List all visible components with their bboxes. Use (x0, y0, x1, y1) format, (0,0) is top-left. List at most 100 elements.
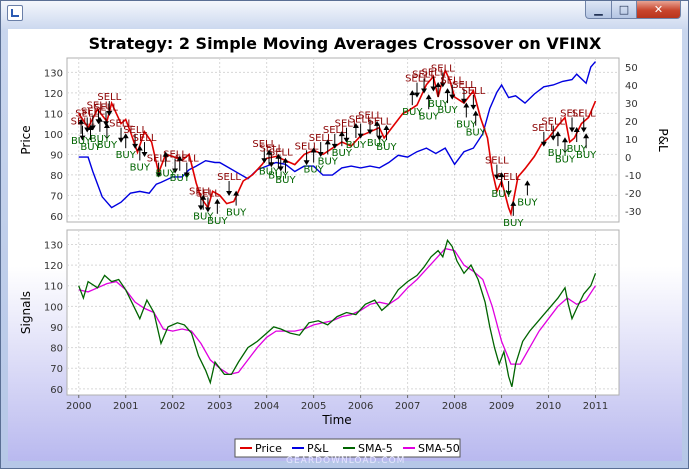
chart-canvas: Strategy: 2 Simple Moving Averages Cross… (19, 34, 670, 458)
buy-arrowhead (78, 118, 85, 124)
buy-arrowhead (498, 172, 505, 178)
buy-signal-label: BUY (548, 148, 569, 159)
x-tick-label: 2010 (536, 401, 561, 412)
signals-y-tick-label: 100 (44, 302, 63, 313)
buy-arrowhead (352, 122, 359, 128)
close-button[interactable]: ✕ (636, 1, 681, 19)
buy-signal-label: BUY (517, 197, 538, 208)
buy-arrowhead (266, 149, 273, 155)
signals-plot-area: 60 70 80 90 100 110 120 130 Signals 2000 2001 2002 2… (19, 229, 620, 427)
sell-signal-label: SELL (133, 133, 157, 144)
pnl-y-tick-label: 50 (625, 63, 638, 74)
x-tick-label: 2001 (113, 401, 138, 412)
buy-arrowhead (383, 125, 390, 130)
sell-arrowhead (421, 88, 428, 94)
sma50-line (78, 247, 597, 376)
buy-signal-label: BUY (71, 136, 92, 147)
buy-arrowhead (425, 94, 432, 100)
sell-signal-label: SELL (97, 92, 121, 103)
sell-signal-label: SELL (81, 106, 105, 117)
buy-signal-label: BUY (268, 171, 289, 182)
sell-arrowhead (331, 143, 338, 149)
sell-arrowhead (439, 82, 446, 88)
sell-signal-label: SELL (405, 74, 429, 85)
buy-arrowhead (409, 90, 416, 96)
sell-arrowhead (226, 191, 233, 196)
maximize-button[interactable]: □ (611, 1, 637, 19)
x-axis-label: Time (321, 413, 351, 427)
buy-signal-label: BUY (555, 154, 576, 165)
title-bar[interactable]: ▁ □ ✕ (1, 1, 688, 23)
buy-arrowhead (524, 180, 531, 186)
buy-signal-label: BUY (207, 216, 228, 227)
buy-signal-label: BUY (367, 138, 388, 149)
buy-signal-label: BUY (170, 173, 191, 184)
sell-signal-label: SELL (541, 117, 565, 128)
sell-arrowhead (172, 168, 179, 174)
watermark: GEARDOWNLOAD.COM (286, 456, 406, 466)
sell-signal-label: SELL (147, 154, 171, 165)
sell-arrowhead (550, 135, 557, 141)
buy-arrowhead (122, 133, 129, 139)
sell-arrowhead (79, 135, 86, 141)
x-tick-label: 2007 (395, 401, 420, 412)
price-y-tick-label: 130 (44, 68, 63, 79)
buy-signal-label: BUY (156, 169, 177, 180)
sell-signal-label: SELL (259, 143, 283, 154)
legend-label: SMA-5 (358, 442, 393, 455)
sell-signal-label: SELL (175, 154, 199, 165)
sell-arrowhead (155, 172, 162, 178)
sell-arrowhead (357, 133, 364, 139)
signals-axis-label: Signals (19, 291, 33, 334)
app-icon[interactable] (7, 5, 23, 21)
buy-signal-label: BUY (275, 175, 296, 186)
buy-arrowhead (463, 102, 470, 108)
buy-arrowhead (200, 194, 207, 200)
pnl-axis-label: P&L (656, 128, 670, 152)
sell-signal-label: SELL (349, 115, 373, 126)
sell-arrowhead (460, 98, 467, 104)
signals-y-tick-label: 110 (44, 282, 63, 293)
sell-signal-label: SELL (217, 172, 241, 183)
sell-signal-label: SELL (532, 123, 556, 134)
sell-signal-label: SELL (358, 111, 382, 122)
sell-signal-label: SELL (295, 141, 319, 152)
buy-signal-label: BUY (503, 218, 524, 229)
x-tick-label: 2002 (160, 401, 185, 412)
buy-arrowhead (214, 198, 221, 204)
sell-arrowhead (367, 129, 374, 135)
buy-arrowhead (103, 122, 110, 128)
sell-signal-label: SELL (252, 139, 276, 150)
sell-arrowhead (376, 135, 383, 141)
minimize-button[interactable]: ▁ (585, 1, 612, 19)
pnl-y-tick-label: 10 (625, 135, 638, 146)
sell-signal-label: SELL (123, 125, 147, 136)
buy-arrowhead (282, 157, 289, 163)
sell-arrowhead (268, 162, 275, 168)
sma5-line (78, 238, 597, 387)
x-tick-label: 2008 (442, 401, 467, 412)
price-y-tick-label: 70 (50, 191, 63, 202)
price-y-tick-label: 120 (44, 89, 63, 100)
buy-signal-label: BUY (346, 140, 367, 151)
legend-label: P&L (307, 442, 329, 455)
sell-signal-label: SELL (196, 188, 220, 199)
buy-signal-label: BUY (576, 150, 597, 161)
legend: Price P&L SMA-5 SMA-50 (234, 438, 461, 458)
buy-arrowhead (338, 131, 345, 137)
buy-arrowhead (96, 116, 103, 122)
price-y-tick-label: 90 (50, 150, 63, 161)
buy-arrowhead (87, 125, 94, 130)
x-tick-label: 2006 (348, 401, 373, 412)
pnl-y-tick-label: -10 (625, 171, 641, 182)
buy-signal-label: BUY (456, 119, 477, 130)
sell-signal-label: SELL (461, 86, 485, 97)
signals-y-tick-label: 70 (50, 364, 63, 375)
buy-arrowhead (510, 200, 517, 206)
buy-arrowhead (435, 81, 442, 87)
sell-signal-label: SELL (163, 149, 187, 160)
buy-signal-label: BUY (116, 150, 137, 161)
sell-signal-label: SELL (87, 100, 111, 111)
buy-signal-label: BUY (226, 208, 247, 219)
pnl-y-tick-label: 30 (625, 99, 638, 110)
